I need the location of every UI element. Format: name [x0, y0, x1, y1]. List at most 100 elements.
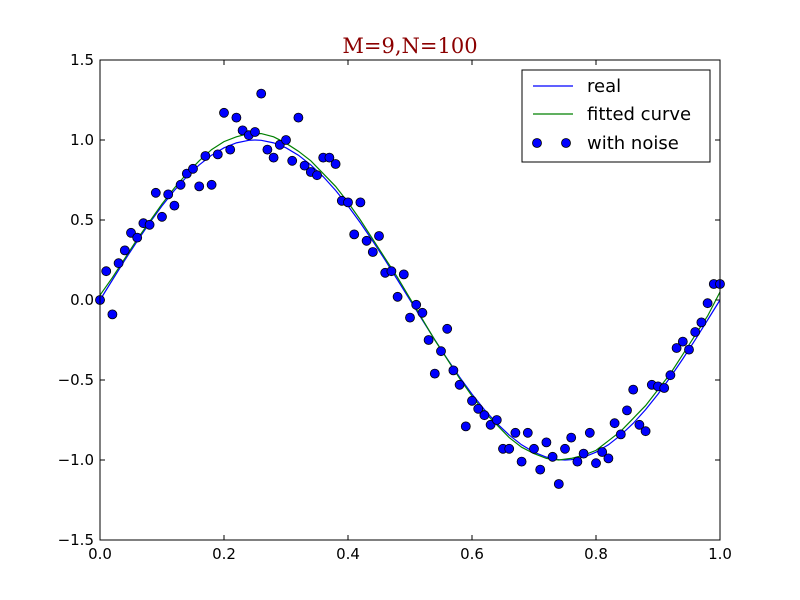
data-point-with-noise — [560, 443, 570, 454]
data-point-with-noise — [101, 266, 112, 277]
data-point-with-noise — [436, 346, 446, 357]
data-point-with-noise — [553, 479, 564, 489]
data-point-with-noise — [467, 395, 477, 406]
data-point-with-noise — [615, 429, 626, 440]
data-point-with-noise — [212, 149, 223, 160]
data-point-with-noise — [696, 317, 707, 328]
data-point-with-noise — [510, 427, 521, 438]
data-point-with-noise — [281, 135, 291, 145]
data-point-with-noise — [175, 179, 186, 190]
data-point-with-noise — [460, 421, 471, 432]
data-point-with-noise — [107, 309, 118, 320]
data-point-with-noise — [206, 179, 217, 190]
legend-label-real: real — [587, 76, 621, 97]
legend-marker-with-noise-right — [561, 138, 571, 148]
data-point-with-noise — [690, 327, 701, 337]
data-point-with-noise — [374, 231, 384, 241]
y-tick-label: 1.5 — [70, 51, 94, 69]
data-point-with-noise — [603, 453, 614, 464]
data-point-with-noise — [330, 159, 341, 169]
data-point-with-noise — [572, 456, 583, 467]
data-point-with-noise — [150, 187, 161, 198]
y-axis-ticks: −1.5 −1.0 −0.5 0.0 0.5 1.0 1.5 — [58, 51, 720, 549]
data-point-with-noise — [386, 266, 397, 277]
data-point-with-noise — [677, 336, 688, 347]
plot-frame — [99, 59, 721, 541]
data-point-with-noise — [504, 443, 515, 454]
x-tick-label: 0.0 — [88, 545, 112, 563]
data-point-with-noise — [157, 211, 167, 222]
data-point-with-noise — [119, 245, 130, 256]
data-point-with-noise — [324, 152, 335, 163]
data-point-with-noise — [702, 298, 713, 309]
data-point-with-noise — [429, 368, 440, 379]
data-point-with-noise — [113, 258, 124, 269]
data-point-with-noise — [268, 152, 279, 163]
legend-label-fitted-curve: fitted curve — [587, 104, 691, 125]
x-tick-label: 0.2 — [212, 545, 236, 563]
y-tick-label: 1.0 — [70, 131, 94, 149]
data-point-with-noise — [293, 112, 304, 123]
data-point-with-noise — [634, 419, 645, 430]
data-point-with-noise — [454, 379, 465, 390]
y-tick-label: −1.0 — [58, 451, 94, 469]
y-tick-label: 0.5 — [70, 211, 94, 229]
data-point-with-noise — [541, 437, 552, 448]
data-point-with-noise — [640, 426, 651, 437]
data-point-with-noise — [591, 458, 601, 469]
data-point-with-noise — [299, 160, 310, 171]
data-point-with-noise — [597, 447, 608, 457]
legend-box — [521, 69, 711, 163]
y-tick-label: 0.0 — [70, 291, 94, 309]
y-tick-label: −0.5 — [58, 371, 94, 389]
legend-marker-with-noise-left — [532, 138, 542, 148]
series-layer — [95, 88, 725, 489]
data-point-with-noise — [417, 307, 428, 318]
data-point-with-noise — [312, 170, 322, 181]
data-point-with-noise — [628, 384, 639, 395]
data-point-with-noise — [163, 189, 174, 200]
legend: real fitted curve with noise — [521, 69, 711, 163]
data-point-with-noise — [578, 448, 589, 459]
data-point-with-noise — [361, 235, 372, 246]
data-point-with-noise — [684, 344, 694, 355]
y-tick-label: −1.5 — [58, 531, 94, 549]
data-point-with-noise — [671, 343, 682, 353]
data-point-with-noise — [262, 144, 273, 155]
data-point-with-noise — [479, 410, 490, 421]
data-point-with-noise — [405, 312, 415, 323]
data-point-with-noise — [448, 365, 459, 376]
data-point-with-noise — [522, 427, 533, 438]
data-point-with-noise — [287, 155, 298, 166]
data-point-with-noise — [169, 200, 180, 211]
data-point-with-noise — [256, 88, 267, 99]
data-point-with-noise — [188, 163, 198, 174]
data-point-with-noise — [194, 181, 205, 192]
data-point-with-noise — [398, 269, 409, 280]
data-point-with-noise — [665, 370, 676, 381]
data-point-with-noise — [225, 144, 236, 155]
data-point-with-noise — [349, 229, 360, 240]
chart-title: M=9,N=100 — [342, 34, 477, 58]
data-point-with-noise — [442, 323, 453, 334]
data-point-with-noise — [622, 405, 632, 416]
legend-label-with-noise: with noise — [587, 133, 679, 154]
data-point-with-noise — [535, 464, 546, 475]
x-tick-label: 0.4 — [336, 545, 360, 563]
data-point-with-noise — [566, 432, 577, 443]
data-point-with-noise — [411, 299, 422, 310]
x-tick-label: 0.6 — [460, 545, 484, 563]
data-point-with-noise — [609, 418, 620, 429]
data-point-with-noise — [144, 219, 155, 230]
data-point-with-noise — [491, 415, 502, 425]
data-point-with-noise — [392, 291, 403, 302]
data-point-with-noise — [343, 197, 353, 208]
data-point-with-noise — [473, 403, 484, 414]
data-point-with-noise — [132, 232, 143, 243]
x-tick-label: 0.8 — [584, 545, 608, 563]
data-point-with-noise — [231, 112, 242, 123]
data-point-with-noise — [584, 427, 595, 438]
data-point-with-noise — [250, 127, 260, 137]
